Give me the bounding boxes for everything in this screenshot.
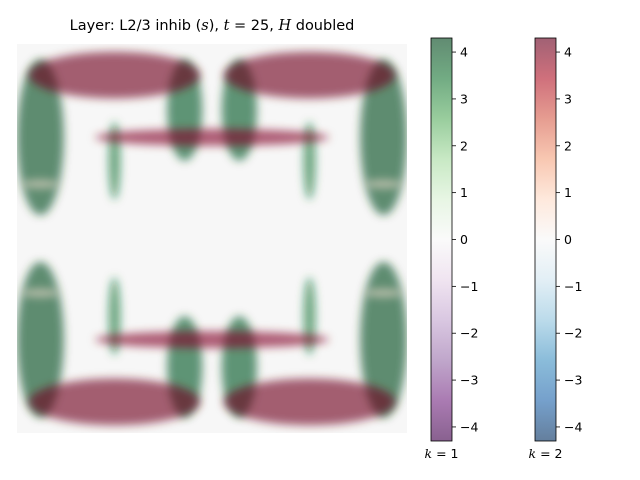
heatmap-blob — [17, 261, 64, 418]
colorbar-tick-label: 2 — [564, 138, 572, 153]
heatmap-layer-2 — [20, 51, 404, 426]
colorbar-label: k = 1 — [425, 446, 459, 461]
heatmap-blob — [28, 378, 201, 426]
heatmap-background — [17, 44, 407, 433]
colorbar-tick-label: −1 — [564, 279, 582, 294]
title-var-t: t — [223, 18, 230, 34]
title-text: ), — [208, 18, 224, 34]
title-text: = 25, — [229, 18, 279, 34]
colorbar-tick-label: 4 — [564, 45, 572, 60]
heatmap-blob — [364, 180, 404, 188]
heatmap-blob — [28, 51, 201, 99]
heatmap-blob — [95, 128, 329, 146]
heatmap-blob — [20, 180, 60, 188]
title-text: Layer: L2/3 inhib ( — [69, 18, 202, 34]
colorbar-tick-label: −4 — [564, 419, 582, 434]
heatmap-blob — [20, 289, 60, 297]
title-var-s: s — [201, 18, 209, 34]
colorbar-tick-label: 1 — [564, 185, 572, 200]
heatmap-blob — [95, 331, 329, 349]
heatmap-blob — [364, 289, 404, 297]
chart-title: Layer: L2/3 inhib (s), t = 25, H doubled — [17, 18, 407, 34]
colorbar-tick-label: 1 — [460, 185, 468, 200]
title-var-h: H — [278, 18, 292, 34]
title-text: doubled — [291, 18, 355, 34]
heatmap-plot-area — [17, 44, 407, 433]
colorbar-tick-label: 4 — [460, 45, 468, 60]
colorbar-1: 4 3 2 1 0 −1 −2 −3 −4k = 1 — [425, 37, 478, 461]
heatmap-blob — [360, 261, 407, 418]
heatmap-blob — [223, 51, 396, 99]
colorbar-tick-label: 3 — [460, 91, 468, 106]
colorbar-tick-label: −2 — [460, 326, 478, 341]
colorbar-tick-label: −1 — [460, 279, 478, 294]
colorbar-tick-label: −3 — [460, 373, 478, 388]
colorbar-2: 4 3 2 1 0 −1 −2 −3 −4k = 2 — [529, 37, 582, 461]
colorbar-tick-label: 0 — [460, 232, 468, 247]
colorbar-tick-label: −2 — [564, 326, 582, 341]
colorbar-tick-label: 2 — [460, 138, 468, 153]
colorbar-tick-label: 3 — [564, 91, 572, 106]
colorbar-fill — [535, 38, 556, 441]
colorbar-fill — [431, 38, 452, 441]
heatmap-blob — [360, 59, 407, 216]
colorbar-label: k = 2 — [529, 446, 563, 461]
colorbar-tick-label: −3 — [564, 373, 582, 388]
colorbar-tick-label: −4 — [460, 419, 478, 434]
heatmap-blob — [223, 378, 396, 426]
colorbar-tick-label: 0 — [564, 232, 572, 247]
heatmap-blob — [17, 59, 64, 216]
